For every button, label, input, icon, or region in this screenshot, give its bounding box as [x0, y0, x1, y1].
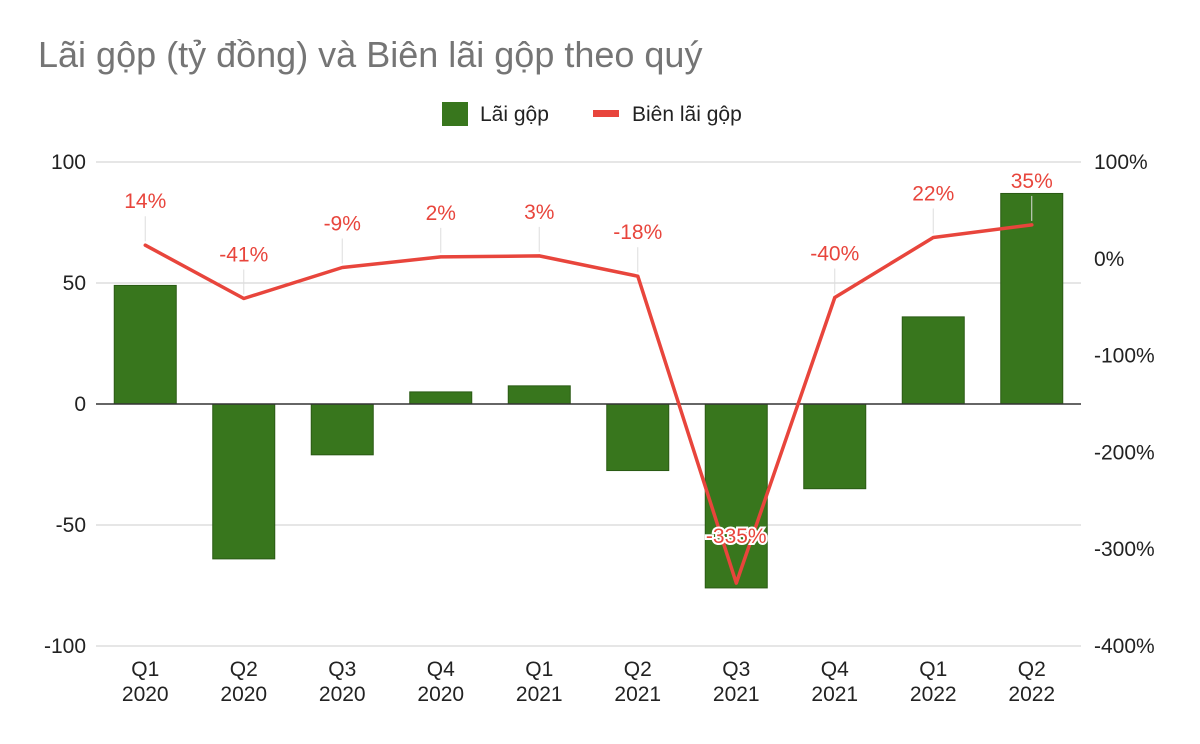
- line-point: [242, 296, 246, 300]
- y-left-tick-label: -50: [56, 514, 86, 537]
- x-tick-label: Q4 2021: [811, 658, 858, 706]
- margin-line: [143, 223, 1034, 585]
- line-point: [537, 254, 541, 258]
- y-axis-right: 100% 0% -100% -200% -300% -400%: [1094, 151, 1155, 658]
- y-axis-left: 100 50 0 -50 -100: [44, 151, 86, 658]
- y-right-tick-label: -200%: [1094, 441, 1155, 464]
- data-label: 22%: [912, 183, 954, 206]
- bar: [113, 284, 177, 405]
- legend-label-bien-lai-gop: Biên lãi gộp: [632, 103, 742, 126]
- data-label: 14%: [124, 190, 166, 213]
- line-point: [833, 296, 837, 300]
- y-right-tick-label: -300%: [1094, 538, 1155, 561]
- line-point: [340, 266, 344, 270]
- x-tick-label: Q3 2021: [713, 658, 760, 706]
- x-tick-label: Q3 2020: [319, 658, 366, 706]
- legend-label-lai-gop: Lãi gộp: [480, 103, 549, 126]
- data-label: -335%: [706, 525, 767, 548]
- y-left-tick-label: 50: [63, 272, 86, 295]
- data-label: -18%: [613, 221, 662, 244]
- legend-swatch-lai-gop: [442, 102, 468, 126]
- legend[interactable]: Lãi gộp Biên lãi gộp: [442, 102, 742, 126]
- x-tick-label: Q2 2021: [614, 658, 661, 706]
- bar: [901, 316, 965, 405]
- data-label: 2%: [426, 202, 456, 225]
- bar: [310, 403, 374, 456]
- bar: [409, 391, 473, 405]
- y-left-tick-label: -100: [44, 635, 86, 658]
- x-tick-label: Q4 2020: [417, 658, 464, 706]
- chart-title: Lãi gộp (tỷ đồng) và Biên lãi gộp theo q…: [38, 34, 703, 75]
- x-tick-label: Q1 2022: [910, 658, 957, 706]
- data-labels: 14% -41% -9% 2% 3% -18% -335% -40% 22% 35%: [124, 170, 1053, 550]
- y-right-tick-label: 0%: [1094, 248, 1124, 271]
- x-tick-label: Q1 2020: [122, 658, 169, 706]
- line-point: [143, 243, 147, 247]
- legend-swatch-bien-lai-gop: [593, 110, 619, 117]
- bar: [507, 385, 571, 405]
- line-point: [439, 255, 443, 259]
- line-series: [143, 223, 1034, 585]
- y-right-tick-label: -400%: [1094, 635, 1155, 658]
- line-point: [1030, 223, 1034, 227]
- x-tick-label: Q1 2021: [516, 658, 563, 706]
- x-axis: Q1 2020 Q2 2020 Q3 2020 Q4 2020 Q1 2021 Q2 2021 Q3 20…: [122, 658, 1055, 706]
- x-tick-label: Q2 2020: [220, 658, 267, 706]
- y-right-tick-label: -100%: [1094, 345, 1155, 368]
- y-left-tick-label: 0: [74, 393, 86, 416]
- data-label: 3%: [524, 201, 554, 224]
- y-right-tick-label: 100%: [1094, 151, 1148, 174]
- line-point: [636, 274, 640, 278]
- line-point: [734, 581, 738, 585]
- y-left-tick-label: 100: [51, 151, 86, 174]
- bar: [704, 403, 768, 589]
- data-label: -41%: [219, 243, 268, 266]
- x-tick-label: Q2 2022: [1008, 658, 1055, 706]
- data-label: -40%: [810, 243, 859, 266]
- bar: [606, 403, 670, 472]
- bar: [803, 403, 867, 490]
- line-point: [931, 236, 935, 240]
- data-label: -9%: [324, 213, 361, 236]
- bar: [212, 403, 276, 560]
- data-label: 35%: [1011, 170, 1053, 193]
